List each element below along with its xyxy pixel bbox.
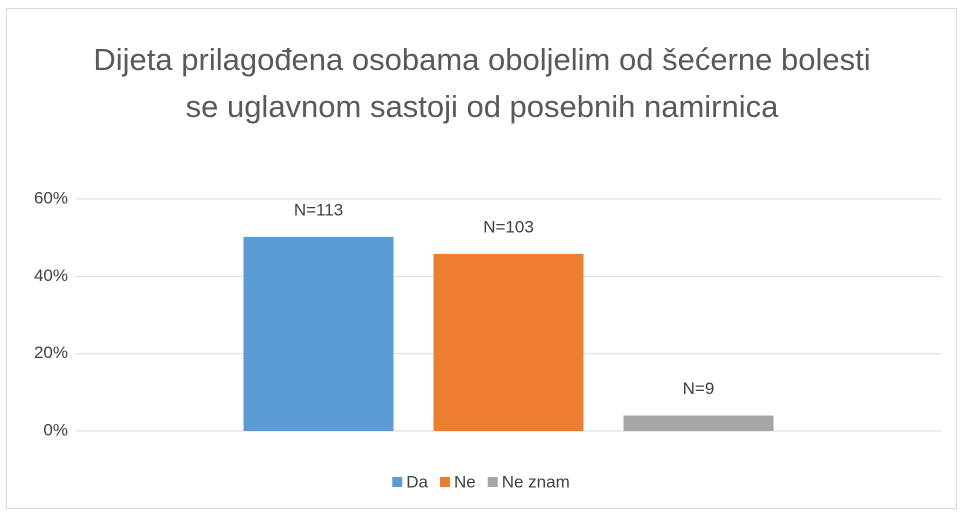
legend-label: Da (406, 472, 428, 491)
y-tick-label: 40% (34, 266, 68, 285)
legend-swatch (392, 477, 403, 487)
chart-title: Dijeta prilagođena osobama oboljelim od … (93, 42, 871, 124)
y-tick-label: 20% (34, 343, 68, 362)
data-label: N=113 (294, 200, 343, 219)
bar (433, 253, 584, 431)
legend-label: Ne znam (502, 472, 570, 491)
data-label: N=103 (483, 217, 534, 236)
y-tick-label: 60% (34, 188, 68, 207)
legend-swatch (439, 477, 450, 487)
legend-swatch (487, 477, 498, 487)
bar (623, 415, 774, 431)
bar (243, 236, 394, 431)
data-label: N=9 (683, 379, 715, 398)
y-tick-label: 0% (43, 420, 68, 439)
legend-label: Ne (454, 472, 476, 491)
